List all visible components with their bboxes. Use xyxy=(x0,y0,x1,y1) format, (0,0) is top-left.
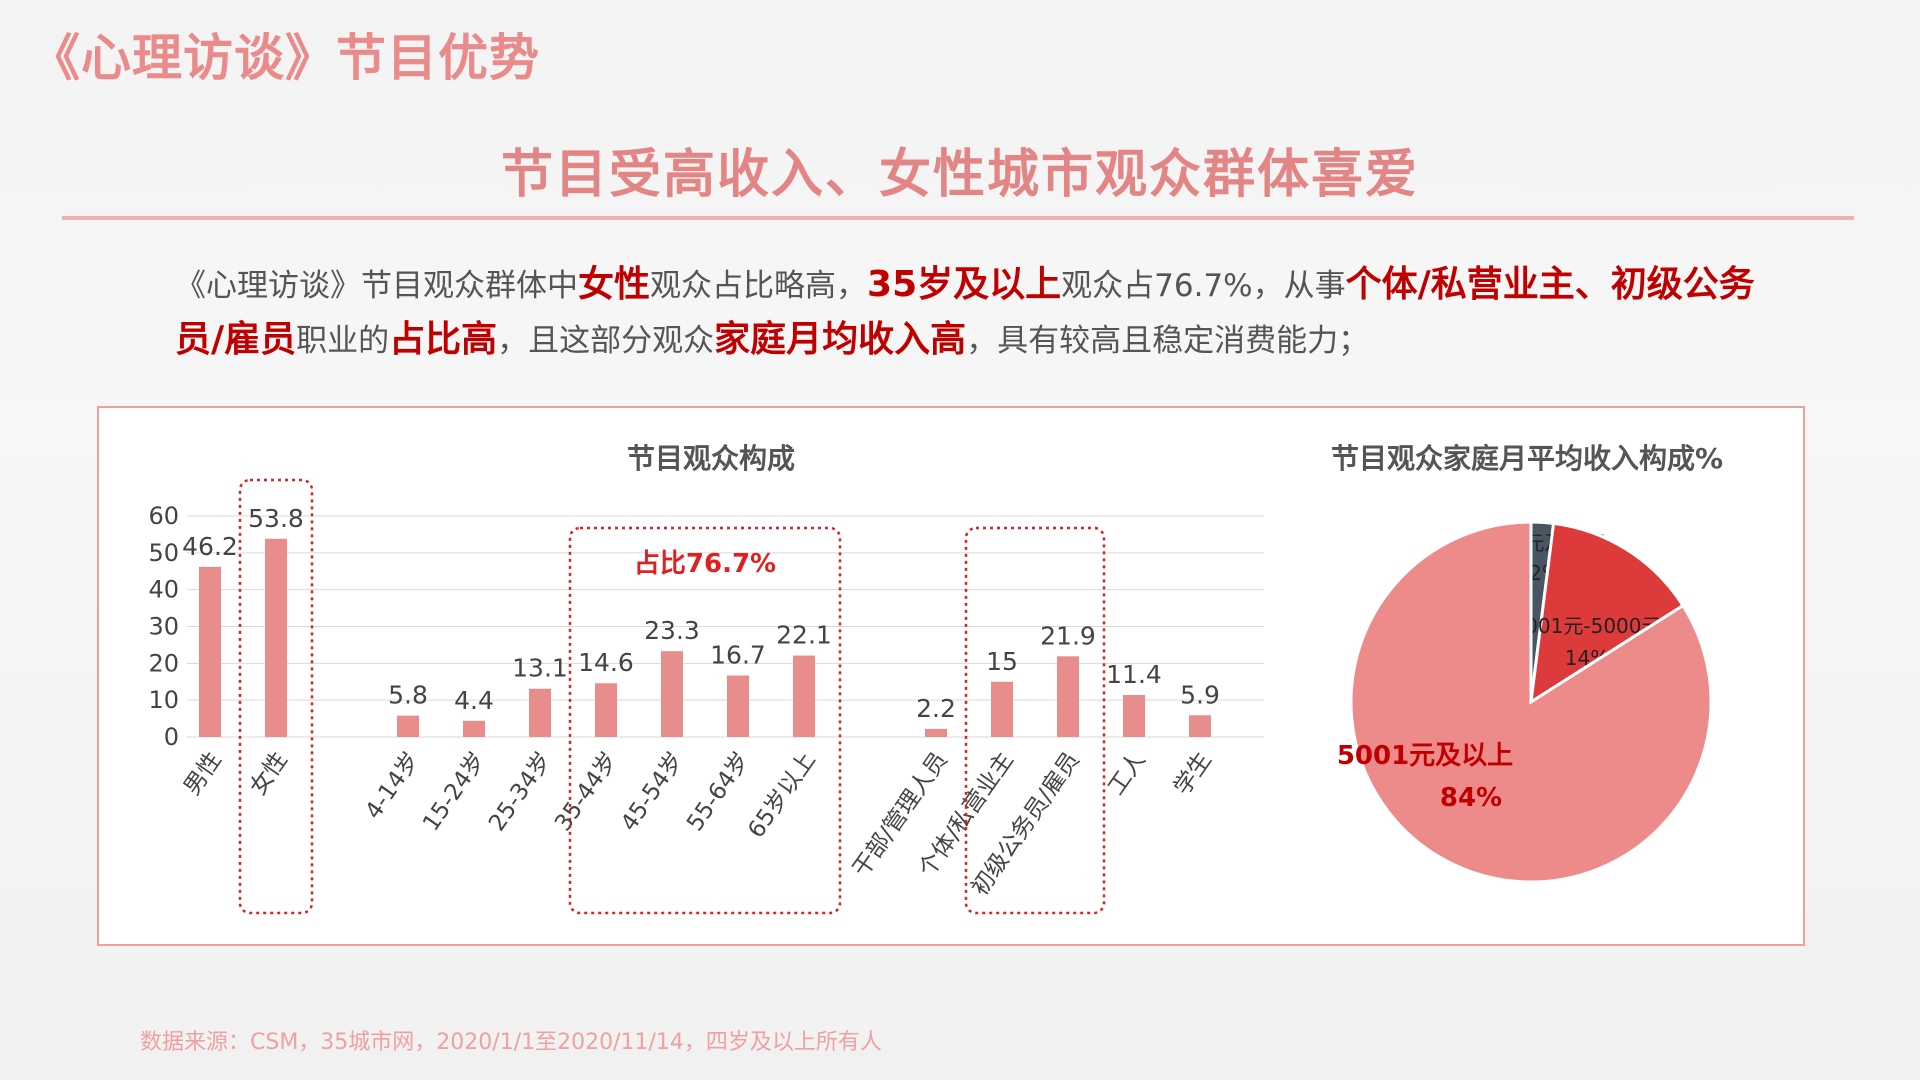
intro-text-5: ，且这部分观众 xyxy=(497,323,715,359)
intro-text-4: 职业的 xyxy=(296,323,390,359)
intro-text-3: 观众占76.7%，从事 xyxy=(1061,268,1346,304)
bar xyxy=(1123,695,1145,737)
x-tick-label: 工人 xyxy=(1103,748,1151,801)
bar-value-label: 14.6 xyxy=(578,648,634,677)
intro-text-1: 《心理访谈》节目观众群体中 xyxy=(175,268,578,304)
bar-value-label: 53.8 xyxy=(248,504,304,533)
y-tick-label: 20 xyxy=(148,649,179,677)
pie-slice-value: 84% xyxy=(1440,783,1502,813)
bar xyxy=(727,675,749,737)
pie-slice xyxy=(1349,520,1713,884)
bar-value-label: 2.2 xyxy=(916,694,956,723)
pie-chart-title: 节目观众家庭月平均收入构成% xyxy=(1331,442,1723,475)
y-tick-label: 0 xyxy=(164,723,179,751)
pie-slice-name: 5001元及以上 xyxy=(1337,741,1513,771)
bar-value-label: 5.8 xyxy=(388,681,428,710)
intro-text-6: ，具有较高且稳定消费能力； xyxy=(966,323,1370,359)
bar xyxy=(397,715,419,737)
bar-value-label: 15 xyxy=(986,647,1018,676)
highlight-box xyxy=(568,526,842,915)
bar-value-label: 5.9 xyxy=(1180,680,1220,709)
data-source-note: 数据来源：CSM，35城市网，2020/1/1至2020/11/14，四岁及以上… xyxy=(140,1030,882,1055)
intro-text-2: 观众占比略高， xyxy=(650,268,868,304)
bar-chart-title: 节目观众构成 xyxy=(627,442,795,475)
y-tick-label: 30 xyxy=(148,613,179,641)
x-tick-label: 4-14岁 xyxy=(360,748,424,825)
intro-highlight-female: 女性 xyxy=(578,264,651,305)
x-tick-label: 35-44岁 xyxy=(550,748,623,837)
highlight-label: 占比76.7% xyxy=(634,549,776,579)
bar xyxy=(199,566,221,737)
x-tick-label: 25-34岁 xyxy=(484,748,557,837)
chart-panel: 节目观众构成 0 10 20 30 40 50 60 46.2 男性 53.8 女性 5.8 4-14岁 4… xyxy=(97,406,1805,946)
x-tick-label: 男性 xyxy=(179,748,227,801)
x-tick-label: 女性 xyxy=(245,748,293,801)
bar-value-label: 4.4 xyxy=(454,686,494,715)
x-tick-label: 65岁以上 xyxy=(743,748,821,843)
x-tick-label: 55-64岁 xyxy=(682,748,755,837)
bar xyxy=(661,651,683,737)
bar xyxy=(1189,715,1211,737)
bar xyxy=(463,720,485,737)
bar-value-label: 21.9 xyxy=(1040,621,1096,650)
x-tick-label: 45-54岁 xyxy=(616,748,689,837)
bar-value-label: 46.2 xyxy=(182,532,238,561)
bar xyxy=(991,681,1013,737)
slide-subtitle: 节目受高收入、女性城市观众群体喜爱 xyxy=(500,145,1419,205)
y-tick-label: 50 xyxy=(148,539,179,567)
bar-value-label: 16.7 xyxy=(710,640,766,669)
bar xyxy=(529,688,551,737)
x-tick-label: 15-24岁 xyxy=(418,748,491,837)
y-tick-label: 40 xyxy=(148,576,179,604)
intro-highlight-income: 家庭月均收入高 xyxy=(714,319,967,360)
bar xyxy=(265,538,287,737)
intro-paragraph: 《心理访谈》节目观众群体中女性观众占比略高，35岁及以上观众占76.7%，从事个… xyxy=(175,258,1775,368)
bar-value-label: 23.3 xyxy=(644,616,700,645)
bar-value-label: 13.1 xyxy=(512,654,568,683)
bar xyxy=(595,683,617,737)
bar xyxy=(925,728,947,737)
intro-highlight-age: 35岁及以上 xyxy=(867,264,1062,305)
bar-value-label: 11.4 xyxy=(1106,660,1162,689)
bar xyxy=(1057,656,1079,737)
y-tick-label: 10 xyxy=(148,686,179,714)
x-tick-label: 学生 xyxy=(1169,748,1217,801)
pie-slice xyxy=(1529,521,1686,705)
bar-value-label: 22.1 xyxy=(776,621,832,650)
y-tick-label: 60 xyxy=(148,502,179,530)
page-title: 《心理访谈》节目优势 xyxy=(30,29,540,87)
title-divider xyxy=(62,216,1854,220)
highlight-box xyxy=(964,526,1106,915)
intro-highlight-share: 占比高 xyxy=(389,319,498,360)
bar xyxy=(793,655,815,737)
intro-highlight-occupation: 个体/私营业主、初级公务员/雇员 xyxy=(175,264,1755,360)
highlight-box xyxy=(238,478,314,915)
